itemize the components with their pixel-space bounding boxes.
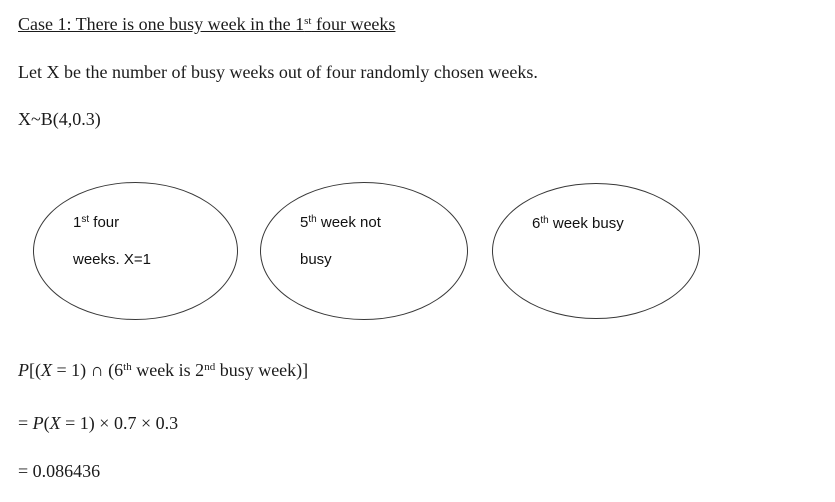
math2-end: = 1) × 0.7 × 0.3 [60, 413, 179, 433]
math2-p-symbol: P [32, 413, 44, 433]
oval-1-line2: weeks. X=1 [73, 251, 151, 268]
math1-x-symbol: X [41, 360, 52, 380]
venn-oval-3-text: 6th week busy [532, 205, 624, 242]
oval-3-line1-superscript: th [540, 215, 549, 226]
math1-superscript-nd: nd [204, 361, 216, 373]
oval-1-line1-rest: four [89, 214, 120, 231]
math1-mid2: week is 2 [131, 360, 205, 380]
math1-superscript-th: th [123, 361, 132, 373]
oval-1-line1-number: 1 [73, 214, 82, 231]
oval-2-line2: busy [300, 251, 332, 268]
math2-paren: ( [43, 413, 50, 433]
math1-end: busy week)] [215, 360, 309, 380]
oval-1-line1-superscript: st [81, 214, 90, 225]
venn-oval-sixth-week-busy: 6th week busy [492, 183, 700, 319]
oval-2-line1-rest: week not [316, 214, 381, 231]
math-line-result: = 0.086436 [18, 461, 101, 481]
math-line-probability-statement: P[(X = 1) ∩ (6th week is 2nd busy week)] [18, 358, 308, 382]
math1-mid1: = 1) ∩ (6 [52, 360, 124, 380]
intro-text: Let X be the number of busy weeks out of… [18, 62, 538, 82]
venn-oval-1-text: 1st four weeks. X=1 [73, 204, 151, 278]
distribution-text: X~B(4,0.3) [18, 109, 101, 129]
math1-bracket: [( [29, 360, 41, 380]
case-heading-text-end: four weeks [311, 14, 396, 34]
oval-3-line1-number: 6 [532, 215, 541, 232]
case-heading: Case 1: There is one busy week in the 1s… [18, 12, 395, 36]
math1-p-symbol: P [18, 360, 29, 380]
venn-oval-fifth-week-not-busy: 5th week not busy [260, 182, 468, 320]
case-heading-superscript: st [304, 15, 312, 27]
venn-oval-2-text: 5th week not busy [300, 204, 381, 278]
oval-3-line1-rest: week busy [548, 215, 624, 232]
oval-2-line1-number: 5 [300, 214, 309, 231]
case-heading-text: Case 1: There is one busy week in the 1 [18, 14, 305, 34]
oval-2-line1-superscript: th [308, 214, 317, 225]
math-line-product-expansion: = P(X = 1) × 0.7 × 0.3 [18, 411, 178, 435]
math2-equals: = [18, 413, 33, 433]
math2-x-symbol: X [49, 413, 61, 433]
venn-oval-first-four-weeks: 1st four weeks. X=1 [33, 182, 238, 320]
